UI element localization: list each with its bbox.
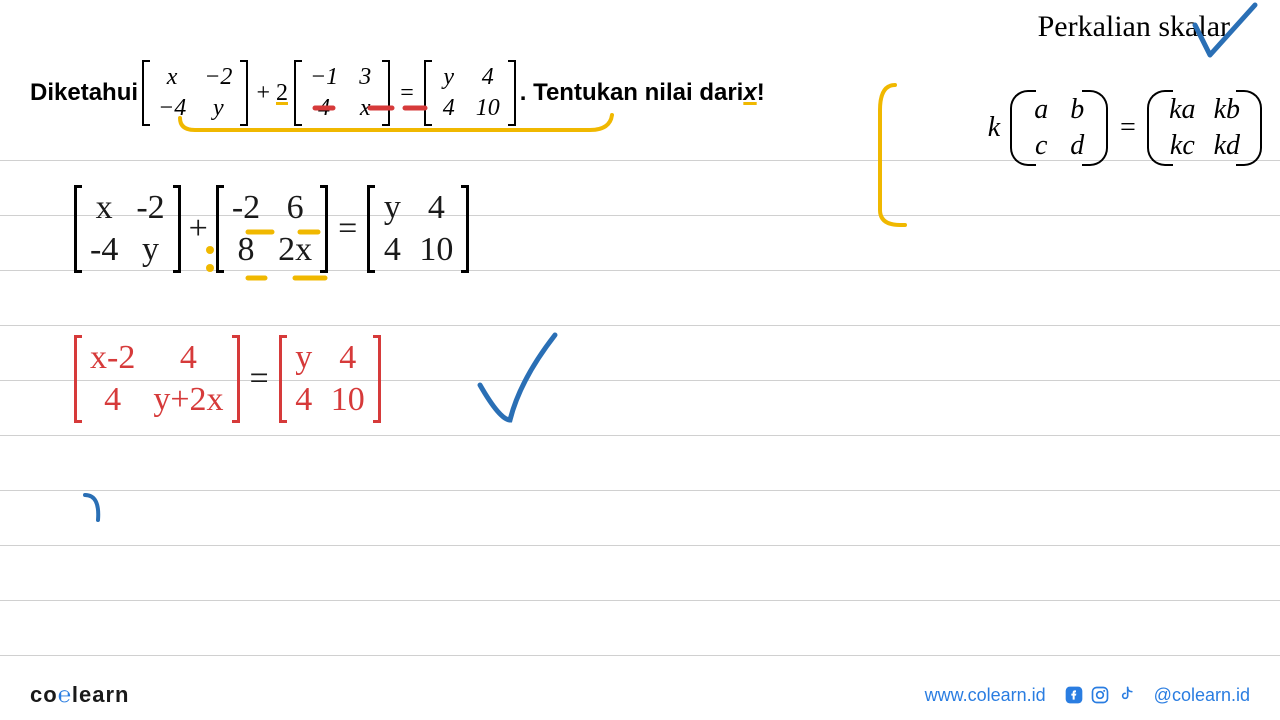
- footer-url: www.colearn.id: [925, 685, 1046, 706]
- matrix-C: y4 410: [424, 60, 516, 126]
- yellow-box-left-icon: [880, 85, 905, 225]
- hw1-C: y4 410: [367, 185, 469, 273]
- question-var-x: x: [743, 79, 756, 107]
- matrix-B: −13 4x: [294, 60, 390, 126]
- formula-eq: =: [1118, 112, 1137, 144]
- hw2-R: y4 410: [279, 335, 381, 423]
- social-icons: [1064, 685, 1136, 705]
- facebook-icon: [1064, 685, 1084, 705]
- brand-logo: co℮learn: [30, 682, 129, 708]
- formula-k: k: [988, 112, 1000, 144]
- hw2-eq: =: [250, 360, 269, 398]
- equals-sign: =: [400, 80, 414, 107]
- tiktok-icon: [1116, 685, 1136, 705]
- question-suffix-2: !: [757, 79, 765, 107]
- hw1-plus: +: [189, 210, 208, 248]
- question-row: Diketahui x−2 −4y + 2 −13 4x = y4 410 . …: [30, 60, 880, 126]
- formula-matrix-right: kakb kckd: [1147, 90, 1262, 166]
- handwritten-step-2: x-24 4y+2x = y4 410: [70, 335, 385, 423]
- handwritten-step-1: x-2 -4y + -26 82x = y4 410: [70, 185, 473, 273]
- plus-sign: +: [256, 80, 270, 107]
- instagram-icon: [1090, 685, 1110, 705]
- question-prefix: Diketahui: [30, 79, 138, 107]
- section-title: Perkalian skalar: [1038, 10, 1230, 44]
- check-icon: [480, 335, 555, 420]
- matrix-A: x−2 −4y: [142, 60, 248, 126]
- hw1-B: -26 82x: [216, 185, 328, 273]
- footer-handle: @colearn.id: [1154, 685, 1250, 706]
- footer: co℮learn www.colearn.id @colearn.id: [0, 682, 1280, 708]
- hw2-L: x-24 4y+2x: [74, 335, 240, 423]
- blue-mark: [80, 490, 110, 534]
- hw1-A: x-2 -4y: [74, 185, 181, 273]
- scalar-formula: k ab cd = kakb kckd: [988, 90, 1266, 166]
- formula-matrix-left: ab cd: [1010, 90, 1108, 166]
- hw1-eq: =: [338, 210, 357, 248]
- scalar-2: 2: [276, 80, 288, 107]
- question-suffix-1: . Tentukan nilai dari: [520, 79, 744, 107]
